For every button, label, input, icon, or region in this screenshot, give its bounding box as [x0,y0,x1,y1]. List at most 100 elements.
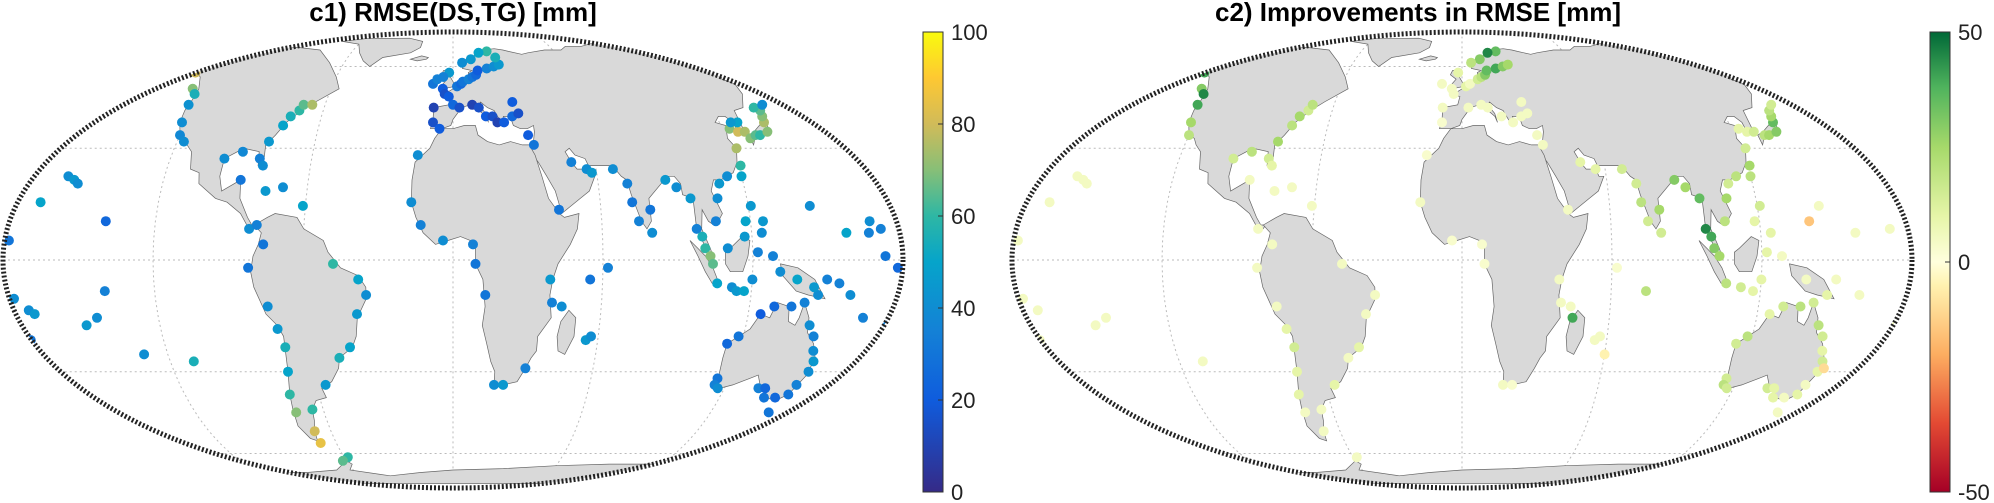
tide-gauge-marker [1498,379,1508,390]
tide-gauge-marker [1694,193,1705,204]
tide-gauge-marker [836,392,847,403]
tide-gauge-marker [740,216,751,227]
tide-gauge-marker [808,356,819,367]
tide-gauge-marker [739,126,750,137]
tide-gauge-marker [757,99,768,110]
tide-gauge-marker [831,401,842,412]
tide-gauge-marker [736,171,747,182]
tide-gauge-marker [1631,178,1642,189]
tide-gauge-marker [586,167,597,178]
tide-gauge-marker [566,157,577,168]
tide-gauge-marker [812,410,823,421]
tide-gauge-marker [1253,223,1264,234]
tide-gauge-marker [1612,262,1622,273]
tide-gauge-marker [1779,392,1790,403]
colorbar-tick-label: 50 [1958,20,1982,45]
tide-gauge-marker [1721,278,1732,289]
tide-gauge-marker [1641,286,1651,297]
tide-gauge-marker [1537,139,1548,150]
tide-gauge-marker [309,426,320,437]
tide-gauge-marker [244,223,255,234]
tide-gauge-marker [260,186,271,196]
tide-gauge-marker [278,120,289,131]
tide-gauge-marker [178,136,189,147]
tide-gauge-marker [712,278,723,289]
tide-gauge-marker [173,59,183,70]
tide-gauge-marker [804,320,815,331]
tide-gauge-marker [1778,301,1789,312]
tide-gauge-marker [1186,61,1197,72]
tide-gauge-marker [1351,452,1362,463]
tide-gauge-marker [1567,312,1578,323]
map-frame [0,29,906,491]
tide-gauge-marker [1654,204,1665,215]
tide-gauge-marker [1801,274,1812,285]
tide-gauge-marker [489,379,499,390]
tide-gauge-marker [1337,258,1347,269]
tide-gauge-marker [1771,126,1782,137]
tide-gauge-marker [315,438,326,448]
tide-gauge-marker [353,274,364,285]
tide-gauge-marker [334,352,345,363]
tide-gauge-marker [792,274,803,285]
tide-gauge-marker [759,392,769,403]
tide-gauge-marker [671,182,682,193]
tide-gauge-marker [1496,111,1507,122]
tide-gauge-marker [1516,97,1527,107]
tide-gauge-marker [1719,216,1730,227]
tide-gauge-marker [722,171,733,182]
tide-gauge-marker [507,97,518,107]
tide-gauge-marker [468,239,478,250]
tide-gauge-marker [465,54,476,65]
land-polygon [409,55,430,62]
tide-gauge-marker [1777,251,1787,262]
tide-gauge-marker [554,204,564,215]
tide-gauge-marker [834,278,845,289]
panel-title-c2: c2) Improvements in RMSE [mm] [1215,0,1621,27]
tide-gauge-marker [1643,216,1653,227]
tide-gauge-marker [731,286,742,297]
tide-gauge-marker [3,235,14,246]
tide-gauge-marker [733,331,744,342]
colorbar-ticks-c1: 100 80 60 40 20 0 [938,20,988,503]
tide-gauge-marker [307,99,318,110]
tide-gauge-marker [1772,407,1783,418]
land-polygon [1418,55,1439,62]
tide-gauge-marker [1850,227,1861,238]
tide-gauge-marker [183,99,194,110]
tide-gauge-marker [523,130,534,141]
tide-gauge-marker [845,290,856,300]
tide-gauge-marker [1182,59,1192,70]
tide-gauge-marker [284,389,295,400]
tide-gauge-marker [1437,117,1447,128]
tide-gauge-marker [1292,366,1302,377]
tide-gauge-marker [428,102,439,113]
tide-gauge-marker [747,274,758,285]
tide-gauge-marker [1246,146,1257,157]
tide-gauge-marker [1764,309,1775,320]
tide-gauge-marker [1769,383,1780,394]
tide-gauge-marker [345,342,355,353]
tide-gauge-marker [473,47,484,58]
tide-gauge-marker [29,309,40,320]
tide-gauge-marker [320,379,331,390]
tide-gauge-marker [800,415,811,426]
tide-gauge-marker [1761,247,1772,258]
tide-gauge-marker [1656,227,1667,238]
tide-gauge-marker [760,383,771,394]
tide-gauge-marker [1306,200,1317,211]
land-polygon [1439,41,1783,258]
tide-gauge-marker [1735,282,1746,293]
tide-gauge-marker [145,65,156,76]
tide-gauge-marker [1532,130,1543,141]
tide-gauge-marker [1800,379,1811,390]
tide-gauge-marker [556,301,567,312]
tide-gauge-marker [1466,57,1477,68]
tide-gauge-marker [758,216,768,227]
tide-gauge-marker [1795,301,1806,312]
tide-gauge-marker [1370,290,1381,300]
tide-gauge-marker [298,99,309,110]
tide-gauge-marker [1437,102,1448,113]
longitude-line [536,36,604,484]
